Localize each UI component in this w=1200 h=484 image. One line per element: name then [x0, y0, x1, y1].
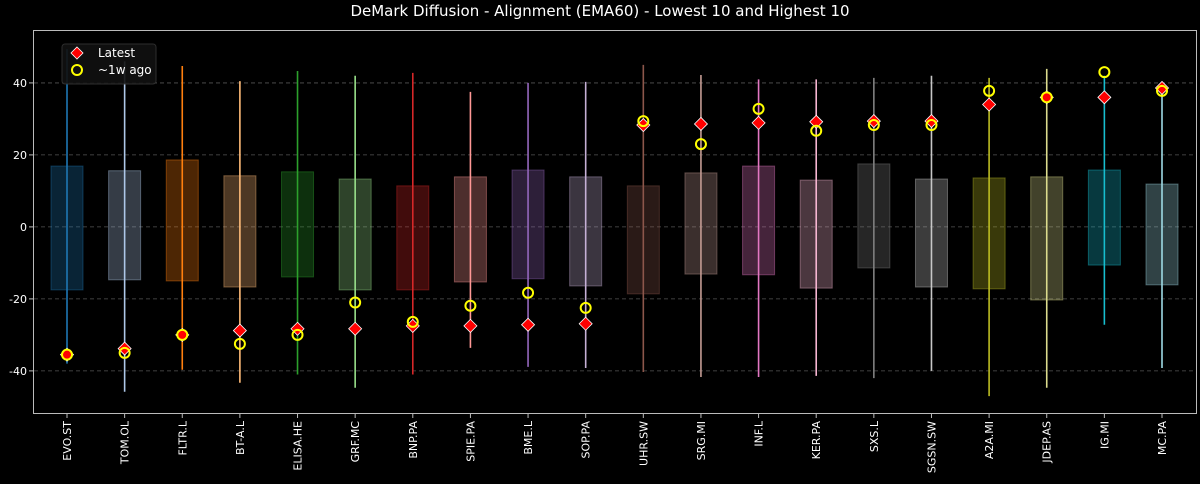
- x-tick-label: BNP.PA: [407, 421, 420, 459]
- week-ago-marker: [176, 328, 189, 341]
- legend-week-ago-label: ~1w ago: [98, 63, 152, 77]
- y-tick-label: 0: [20, 221, 27, 234]
- plot-frame: [33, 30, 1197, 414]
- x-tick-label: MC.PA: [1156, 421, 1169, 456]
- latest-marker: [982, 97, 997, 112]
- x-tick-label: GRF.MC: [349, 421, 362, 463]
- week-ago-marker: [694, 138, 707, 151]
- x-tick-label: SPIE.PA: [464, 421, 477, 462]
- latest-marker: [1154, 80, 1170, 96]
- week-ago-marker: [1156, 84, 1168, 97]
- week-ago-marker: [233, 337, 246, 350]
- week-ago-marker: [637, 115, 650, 128]
- y-tick-label: 20: [13, 149, 27, 162]
- x-tick-label: SOP.PA: [580, 421, 593, 459]
- x-tick-label: UHR.SW: [637, 421, 650, 466]
- x-tick-label: A2A.MI: [983, 421, 996, 459]
- latest-marker: [1097, 90, 1112, 105]
- latest-marker: [809, 114, 824, 129]
- x-tick-label: ELISA.HE: [292, 421, 305, 471]
- latest-marker: [232, 323, 247, 338]
- week-ago-marker: [118, 346, 131, 359]
- x-tick-label: BME.L: [522, 420, 535, 454]
- week-ago-marker: [349, 296, 362, 309]
- x-tick-label: KER.PA: [810, 421, 823, 460]
- legend: Latest ~1w ago: [61, 43, 157, 85]
- y-tick-label: 40: [13, 77, 27, 90]
- legend-latest-marker: [70, 46, 84, 60]
- x-tick-label: JDEP.AS: [1041, 421, 1054, 464]
- latest-marker: [751, 115, 766, 130]
- legend-week-ago-marker: [71, 64, 83, 76]
- week-ago-marker: [522, 286, 535, 299]
- latest-marker: [463, 318, 478, 333]
- week-ago-marker: [291, 328, 304, 341]
- y-tick-label: -20: [9, 293, 27, 306]
- x-tick-label: FLTR.L: [176, 420, 189, 455]
- chart-title: DeMark Diffusion - Alignment (EMA60) - L…: [350, 2, 849, 20]
- week-ago-marker: [406, 315, 419, 328]
- x-tick-label: IG.MI: [1098, 421, 1111, 449]
- x-tick-label: INF.L: [753, 420, 766, 447]
- latest-marker: [693, 116, 709, 132]
- y-tick-label: -40: [9, 365, 27, 378]
- x-tick-label: TOM.OL: [119, 420, 132, 465]
- week-ago-marker: [810, 124, 823, 137]
- x-tick-label: EVO.ST: [61, 421, 74, 461]
- latest-marker: [866, 114, 881, 129]
- x-tick-label: SXS.L: [868, 420, 881, 452]
- latest-marker: [924, 114, 939, 129]
- x-tick-label: BT-A.L: [234, 420, 247, 455]
- latest-marker: [348, 321, 363, 336]
- week-ago-marker: [464, 299, 477, 312]
- latest-marker: [578, 316, 593, 331]
- week-ago-marker: [752, 102, 765, 115]
- week-ago-marker: [1098, 66, 1111, 79]
- legend-latest-label: Latest: [98, 46, 135, 60]
- latest-marker: [520, 317, 536, 332]
- x-tick-label: SGSN.SW: [925, 421, 938, 473]
- week-ago-marker: [1040, 91, 1053, 104]
- week-ago-marker: [867, 119, 880, 132]
- x-tick-label: SRG.MI: [695, 421, 708, 460]
- week-ago-marker: [579, 301, 592, 314]
- week-ago-marker: [925, 119, 938, 132]
- week-ago-marker: [61, 348, 73, 361]
- week-ago-marker: [983, 84, 996, 97]
